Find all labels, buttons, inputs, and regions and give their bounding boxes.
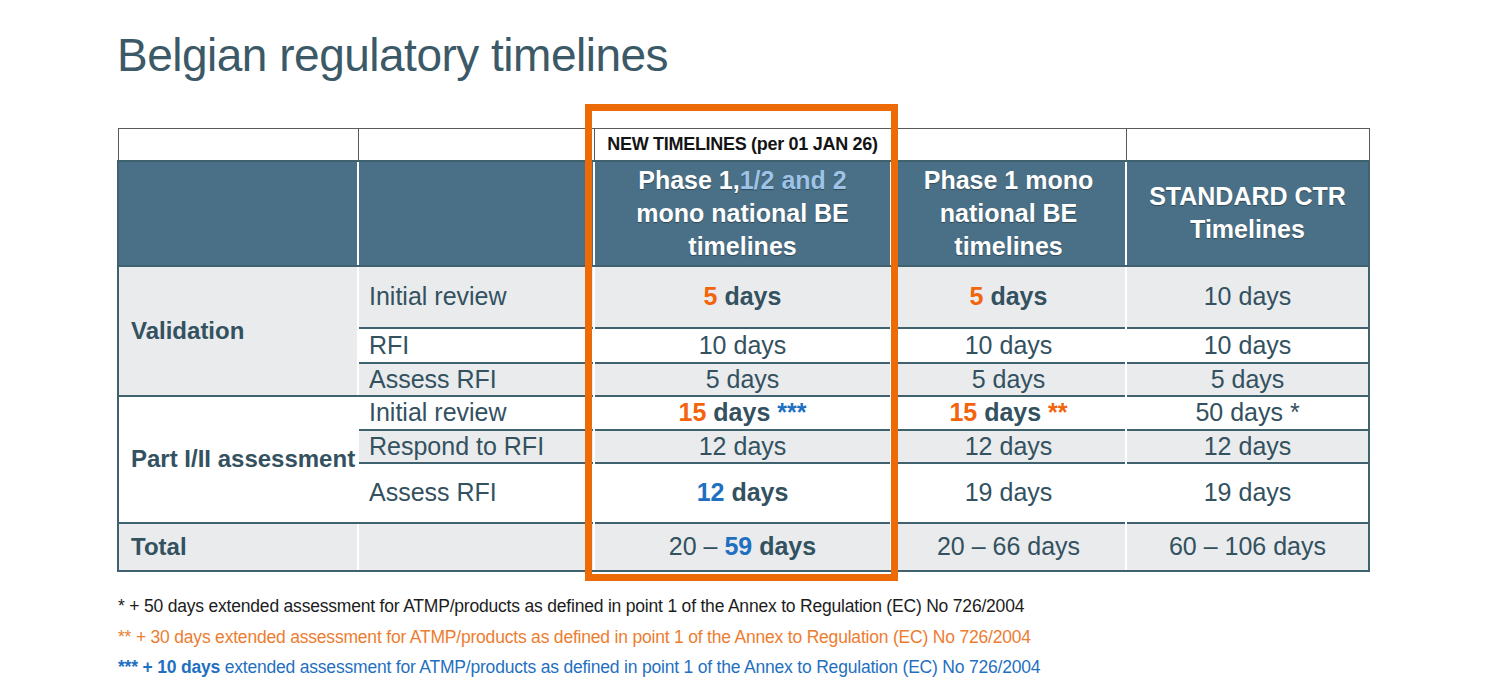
column-header-phase1-mono: Phase 1 mono national BE timelines (891, 161, 1126, 266)
value-number: 15 (679, 398, 707, 426)
empty-cell (891, 129, 1126, 161)
value-number: 5 (704, 282, 718, 310)
value-unit: days (724, 478, 788, 506)
cell-validation-assess-standard: 5 days (1126, 363, 1369, 396)
cell-part-respond-standard: 12 days (1126, 430, 1369, 463)
value-number: 5 (970, 282, 984, 310)
cell-part-initial-phase1: 15 days ** (891, 396, 1126, 430)
cell-total-phase1: 20 – 66 days (891, 523, 1126, 571)
cell-validation-rfi-phase1: 10 days (891, 328, 1126, 363)
phase-highlight: 1/2 and 2 (740, 166, 847, 194)
footnotes: * + 50 days extended assessment for ATMP… (118, 598, 1040, 690)
sub-label-assess-rfi: Assess RFI (358, 363, 594, 396)
footnote-marker-orange: ** (1048, 398, 1067, 426)
footnote-marker-blue: *** (777, 398, 806, 426)
empty-cell (118, 129, 358, 161)
empty-cell (358, 129, 594, 161)
cell-part-assess-new: 12 days (594, 463, 891, 523)
column-header-standard-ctr: STANDARD CTR Timelines (1126, 161, 1369, 266)
cell-part-assess-phase1: 19 days (891, 463, 1126, 523)
value-unit: days (983, 282, 1047, 310)
total-row: Total 20 – 59 days 20 – 66 days 60 – 106… (118, 523, 1369, 571)
cell-total-standard: 60 – 106 days (1126, 523, 1369, 571)
footnote-one-star: * + 50 days extended assessment for ATMP… (118, 598, 1040, 616)
footnote-two-star: ** + 30 days extended assessment for ATM… (118, 629, 1040, 647)
value-unit: days (706, 398, 777, 426)
value-unit: days (717, 282, 781, 310)
cell-part-respond-new: 12 days (594, 430, 891, 463)
cell-validation-assess-new: 5 days (594, 363, 891, 396)
new-timelines-label: NEW TIMELINES (per 01 JAN 26) (594, 129, 891, 161)
group-label-part-assessment: Part I/II assessment (118, 396, 358, 523)
sub-label-rfi: RFI (358, 328, 594, 363)
empty-cell (1126, 129, 1369, 161)
value-range-prefix: 20 – (669, 532, 725, 560)
slide: Belgian regulatory timelines NEW TIMELIN… (0, 0, 1504, 694)
footnote-text: extended assessment for ATMP/products as… (220, 657, 1040, 677)
cell-part-respond-phase1: 12 days (891, 430, 1126, 463)
sub-label-initial-review: Initial review (358, 266, 594, 328)
cell-total-new: 20 – 59 days (594, 523, 891, 571)
page-title: Belgian regulatory timelines (117, 28, 668, 82)
footnote-three-star: *** + 10 days extended assessment for AT… (118, 659, 1040, 677)
cell-part-initial-new: 15 days *** (594, 396, 891, 430)
total-label: Total (118, 523, 358, 571)
sub-label-respond-to-rfi: Respond to RFI (358, 430, 594, 463)
value-number: 12 (697, 478, 725, 506)
phase-suffix: mono national BE timelines (636, 199, 849, 260)
cell-validation-initial-new: 5 days (594, 266, 891, 328)
footnote-lead: *** + 10 days (118, 657, 220, 677)
sub-label-assess-rfi: Assess RFI (358, 463, 594, 523)
empty-cell (358, 523, 594, 571)
empty-header-cell (118, 161, 358, 266)
table-row: Validation Initial review 5 days 5 days … (118, 266, 1369, 328)
value-number: 59 (724, 532, 752, 560)
cell-validation-rfi-new: 10 days (594, 328, 891, 363)
phase-prefix: Phase 1, (638, 166, 739, 194)
value-number: 15 (949, 398, 977, 426)
table-row: NEW TIMELINES (per 01 JAN 26) (118, 129, 1369, 161)
regulatory-timelines-table: NEW TIMELINES (per 01 JAN 26) Phase 1,1/… (117, 128, 1370, 572)
value-unit: days (752, 532, 816, 560)
cell-validation-initial-phase1: 5 days (891, 266, 1126, 328)
cell-validation-initial-standard: 10 days (1126, 266, 1369, 328)
column-header-new-timelines: Phase 1,1/2 and 2 mono national BE timel… (594, 161, 891, 266)
cell-validation-assess-phase1: 5 days (891, 363, 1126, 396)
sub-label-initial-review: Initial review (358, 396, 594, 430)
cell-validation-rfi-standard: 10 days (1126, 328, 1369, 363)
cell-part-initial-standard: 50 days * (1126, 396, 1369, 430)
group-label-validation: Validation (118, 266, 358, 396)
cell-part-assess-standard: 19 days (1126, 463, 1369, 523)
table-row: Part I/II assessment Initial review 15 d… (118, 396, 1369, 430)
table-header-row: Phase 1,1/2 and 2 mono national BE timel… (118, 161, 1369, 266)
footnote-text: ** + 30 days extended assessment for ATM… (118, 627, 1031, 647)
empty-header-cell (358, 161, 594, 266)
footnote-text: * + 50 days extended assessment for ATMP… (118, 596, 1024, 616)
value-unit: days (977, 398, 1048, 426)
